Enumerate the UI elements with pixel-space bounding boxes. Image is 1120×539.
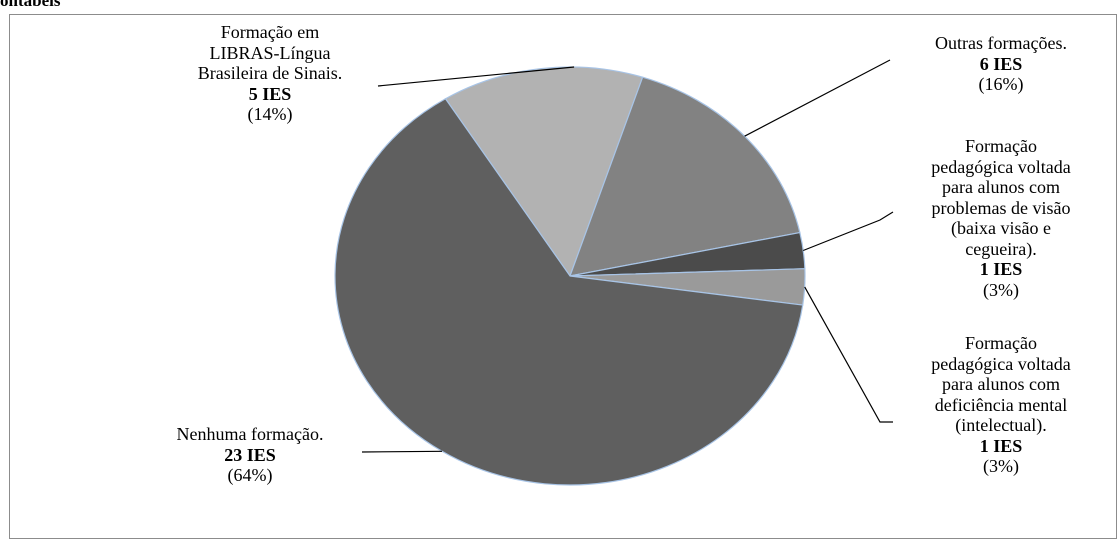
label-mental-count: 1 IES: [979, 435, 1023, 456]
leader-line-libras: [377, 66, 575, 87]
label-mental-percent: (3%): [983, 456, 1019, 476]
label-mental-line-1: Formação: [965, 333, 1037, 353]
label-mental: Formação pedagógica voltada para alunos …: [893, 333, 1109, 477]
label-libras-line-1: Formação em: [220, 22, 320, 42]
label-visao: Formação pedagógica voltada para alunos …: [893, 136, 1109, 300]
label-nenhuma: Nenhuma formação. 23 IES (64%): [130, 424, 370, 486]
label-visao-count: 1 IES: [979, 259, 1023, 279]
label-libras-count: 5 IES: [248, 83, 292, 104]
pie-slice-libras: [444, 66, 644, 278]
leader-line-outras: [744, 59, 891, 137]
leader-line-nenhuma: [361, 450, 443, 453]
label-libras: Formação em LIBRAS-Língua Brasileira de …: [150, 22, 390, 125]
label-outras-line-1: Outras formações.: [935, 33, 1067, 53]
label-visao-line-1: Formação: [965, 136, 1037, 156]
chart-title-fragment: ontábeis: [0, 0, 61, 10]
label-nenhuma-percent: (64%): [227, 465, 273, 485]
leader-line-mental: [804, 286, 893, 423]
label-libras-line-2: LIBRAS-Língua: [209, 42, 331, 63]
label-mental-line-3: para alunos com: [942, 374, 1060, 394]
label-nenhuma-count: 23 IES: [224, 444, 276, 465]
label-libras-line-3: Brasileira de Sinais.: [197, 63, 343, 83]
label-mental-line-4: deficiência mental: [934, 394, 1068, 415]
label-nenhuma-line-1: Nenhuma formação.: [176, 424, 324, 444]
label-outras: Outras formações. 6 IES (16%): [896, 33, 1106, 95]
label-visao-line-6: cegueira).: [965, 238, 1037, 259]
leader-line-visao: [802, 211, 894, 252]
label-visao-percent: (3%): [983, 279, 1019, 300]
label-outras-count: 6 IES: [979, 53, 1023, 74]
pie-slice-nenhuma: [334, 97, 804, 486]
label-mental-line-2: pedagógica voltada: [931, 353, 1071, 374]
label-libras-percent: (14%): [247, 104, 293, 124]
label-visao-line-3: para alunos com: [942, 177, 1060, 197]
label-outras-percent: (16%): [978, 74, 1024, 94]
label-visao-line-4: problemas de visão: [931, 197, 1071, 218]
label-visao-line-5: (baixa visão e: [951, 218, 1051, 238]
label-visao-line-2: pedagógica voltada: [931, 156, 1071, 177]
label-mental-line-5: (intelectual).: [955, 415, 1047, 435]
